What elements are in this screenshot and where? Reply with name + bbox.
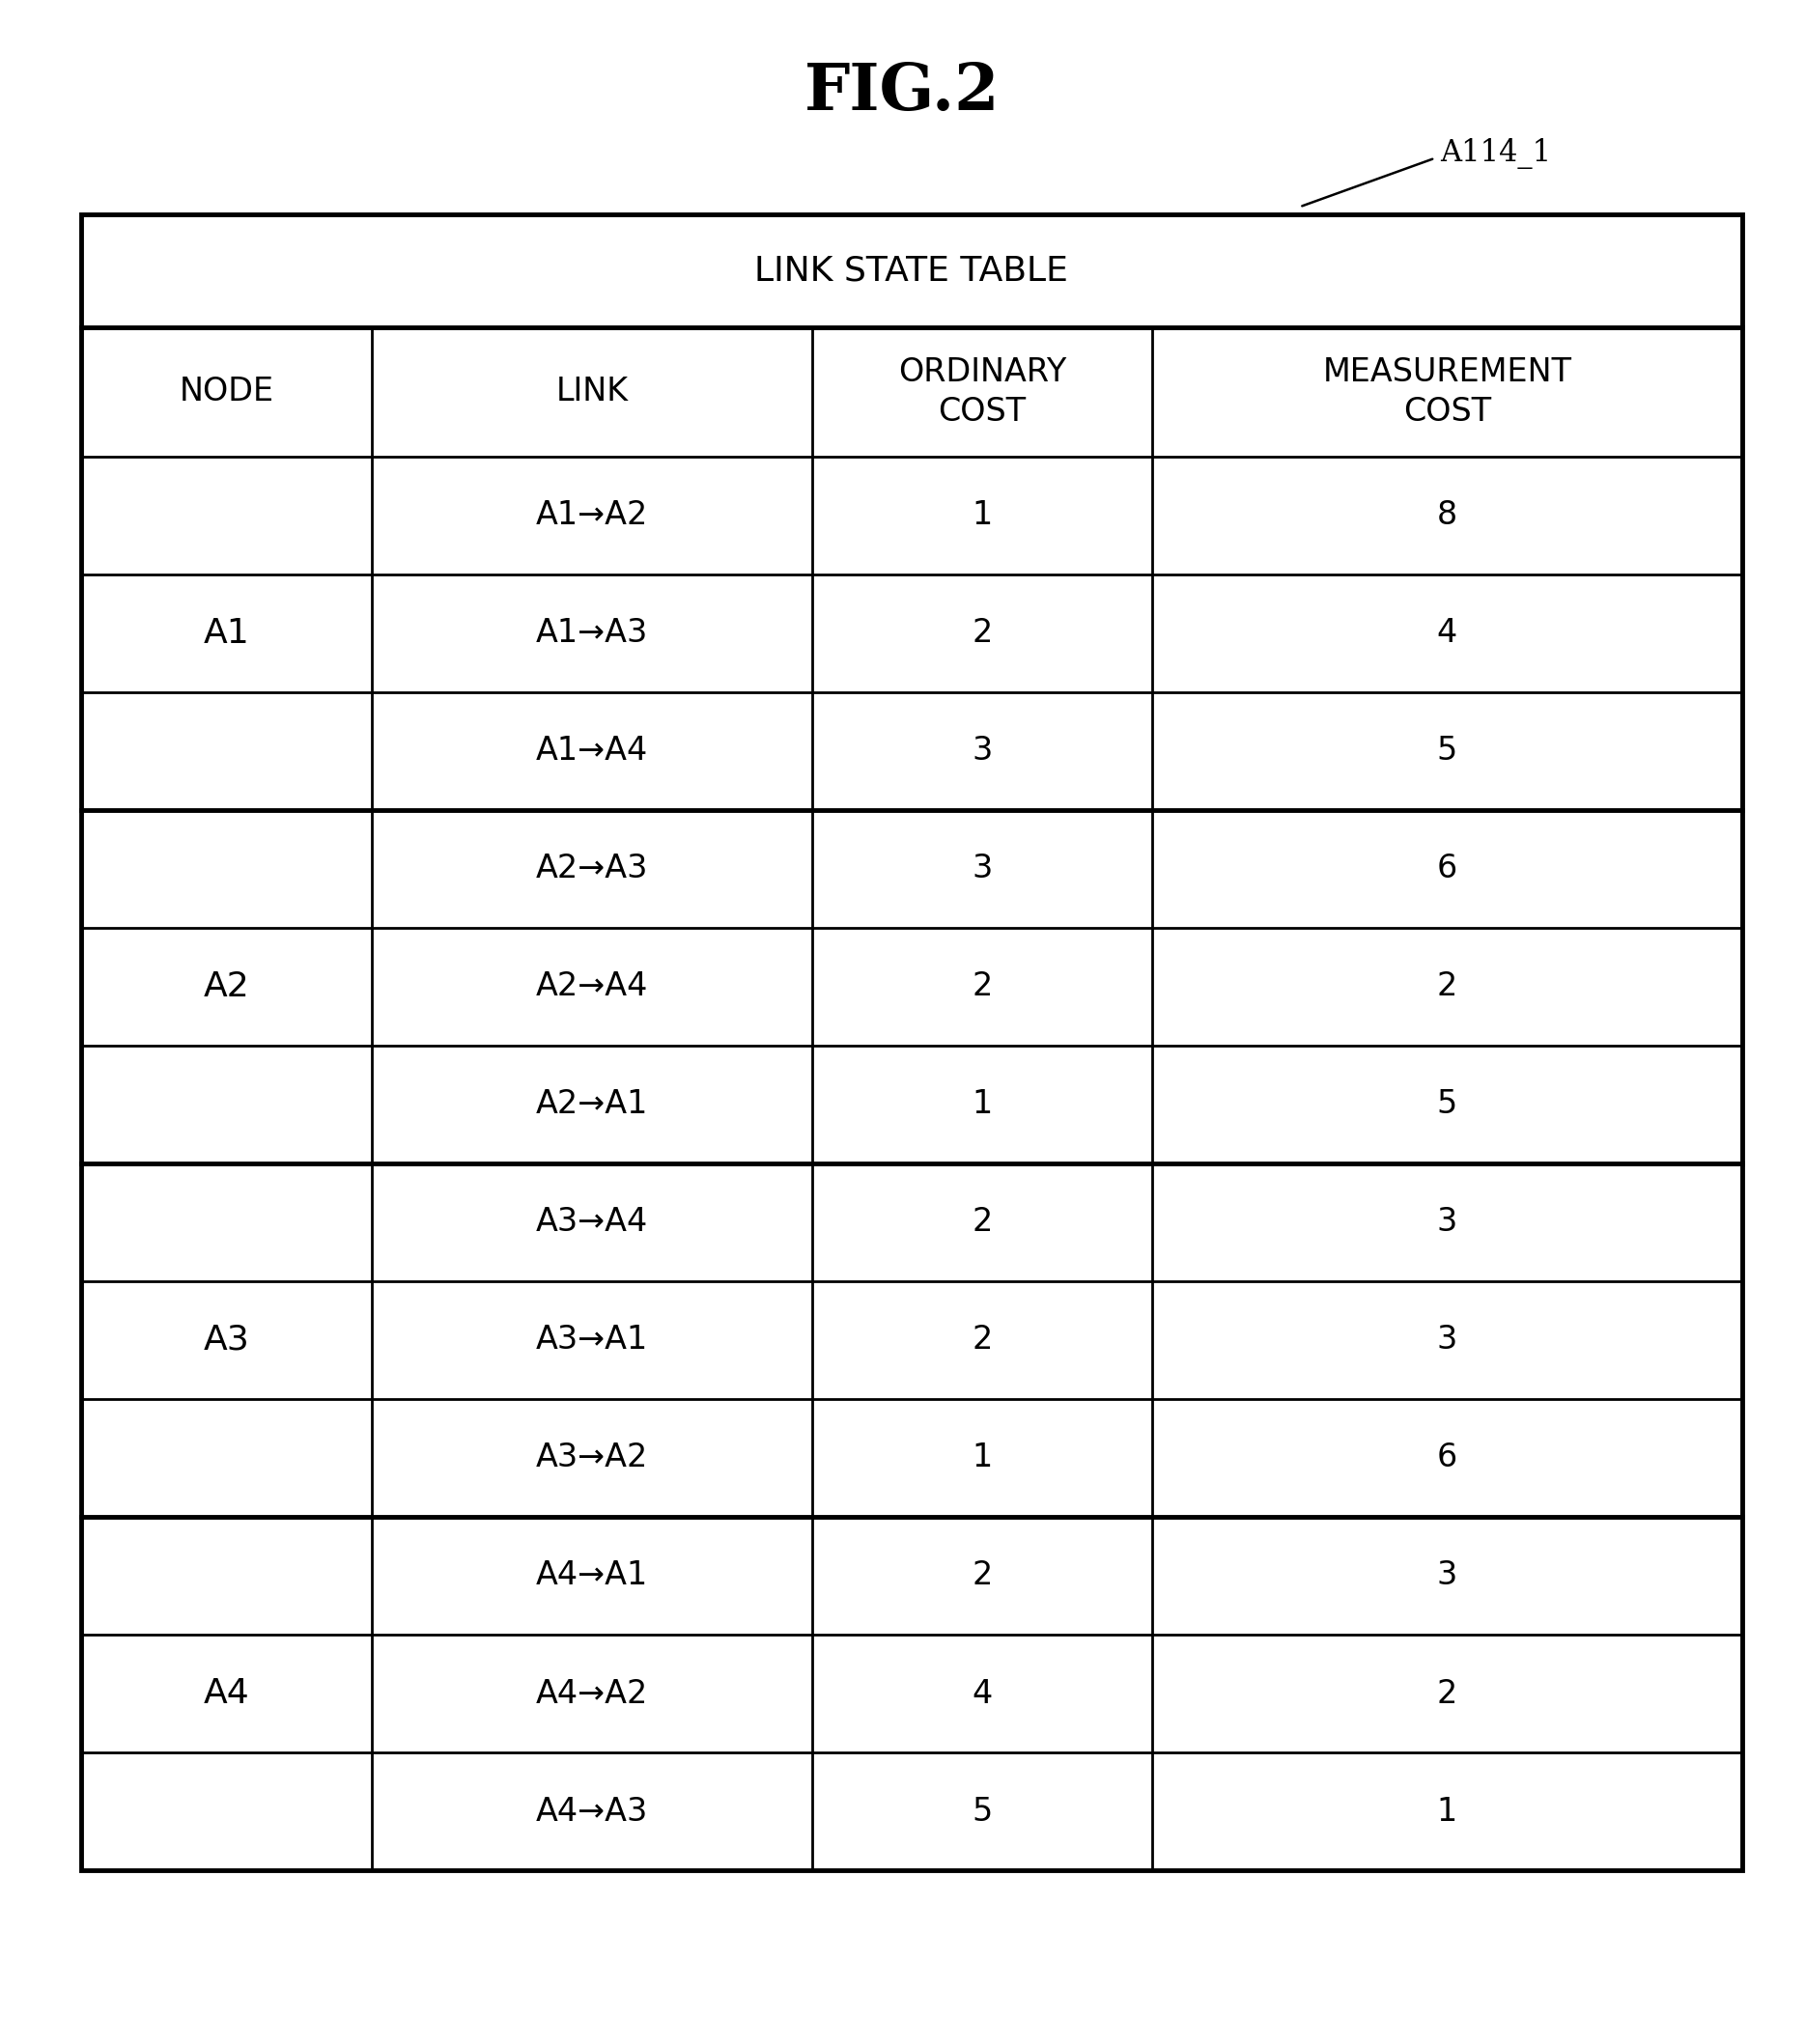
Text: A3: A3 bbox=[204, 1325, 249, 1357]
Text: 2: 2 bbox=[971, 1560, 993, 1592]
Bar bbox=[81, 215, 1742, 1870]
Text: 2: 2 bbox=[971, 1325, 993, 1355]
Text: 3: 3 bbox=[1437, 1560, 1457, 1592]
Text: 1: 1 bbox=[1437, 1795, 1457, 1827]
Text: A1: A1 bbox=[204, 617, 249, 650]
Text: A2→A1: A2→A1 bbox=[536, 1089, 648, 1120]
Text: FIG.2: FIG.2 bbox=[805, 61, 1000, 123]
Text: 4: 4 bbox=[1437, 617, 1457, 650]
Text: 4: 4 bbox=[971, 1678, 993, 1709]
Text: 6: 6 bbox=[1437, 852, 1457, 885]
Text: 1: 1 bbox=[971, 499, 993, 531]
Text: A2: A2 bbox=[204, 971, 249, 1004]
Text: A3→A4: A3→A4 bbox=[536, 1206, 648, 1239]
Text: A2→A3: A2→A3 bbox=[536, 852, 648, 885]
Text: A1→A2: A1→A2 bbox=[536, 499, 648, 531]
Text: 1: 1 bbox=[971, 1089, 993, 1120]
Text: A4: A4 bbox=[204, 1678, 249, 1711]
Text: LINK STATE TABLE: LINK STATE TABLE bbox=[754, 256, 1069, 288]
Text: 2: 2 bbox=[971, 617, 993, 650]
Text: MEASUREMENT
COST: MEASUREMENT COST bbox=[1323, 356, 1572, 427]
Text: NODE: NODE bbox=[179, 376, 274, 407]
Text: A114_1: A114_1 bbox=[1440, 137, 1550, 170]
Text: 3: 3 bbox=[1437, 1206, 1457, 1239]
Text: 2: 2 bbox=[971, 971, 993, 1002]
Text: A4→A1: A4→A1 bbox=[536, 1560, 648, 1592]
Text: 5: 5 bbox=[971, 1795, 993, 1827]
Text: A3→A2: A3→A2 bbox=[536, 1441, 648, 1474]
Text: LINK: LINK bbox=[556, 376, 628, 407]
Text: ORDINARY
COST: ORDINARY COST bbox=[897, 356, 1067, 427]
Text: 3: 3 bbox=[971, 736, 993, 766]
Text: A4→A2: A4→A2 bbox=[536, 1678, 648, 1709]
Text: 2: 2 bbox=[1437, 971, 1457, 1002]
Text: 5: 5 bbox=[1437, 1089, 1457, 1120]
Text: 6: 6 bbox=[1437, 1441, 1457, 1474]
Text: 2: 2 bbox=[971, 1206, 993, 1239]
Text: 5: 5 bbox=[1437, 736, 1457, 766]
Text: 3: 3 bbox=[1437, 1325, 1457, 1355]
Text: A4→A3: A4→A3 bbox=[536, 1795, 648, 1827]
Text: 2: 2 bbox=[1437, 1678, 1457, 1709]
Text: A1→A4: A1→A4 bbox=[536, 736, 648, 766]
Text: 1: 1 bbox=[971, 1441, 993, 1474]
Text: 3: 3 bbox=[971, 852, 993, 885]
Text: A3→A1: A3→A1 bbox=[536, 1325, 648, 1355]
Text: A1→A3: A1→A3 bbox=[536, 617, 648, 650]
Text: 8: 8 bbox=[1437, 499, 1457, 531]
Text: A2→A4: A2→A4 bbox=[536, 971, 648, 1002]
